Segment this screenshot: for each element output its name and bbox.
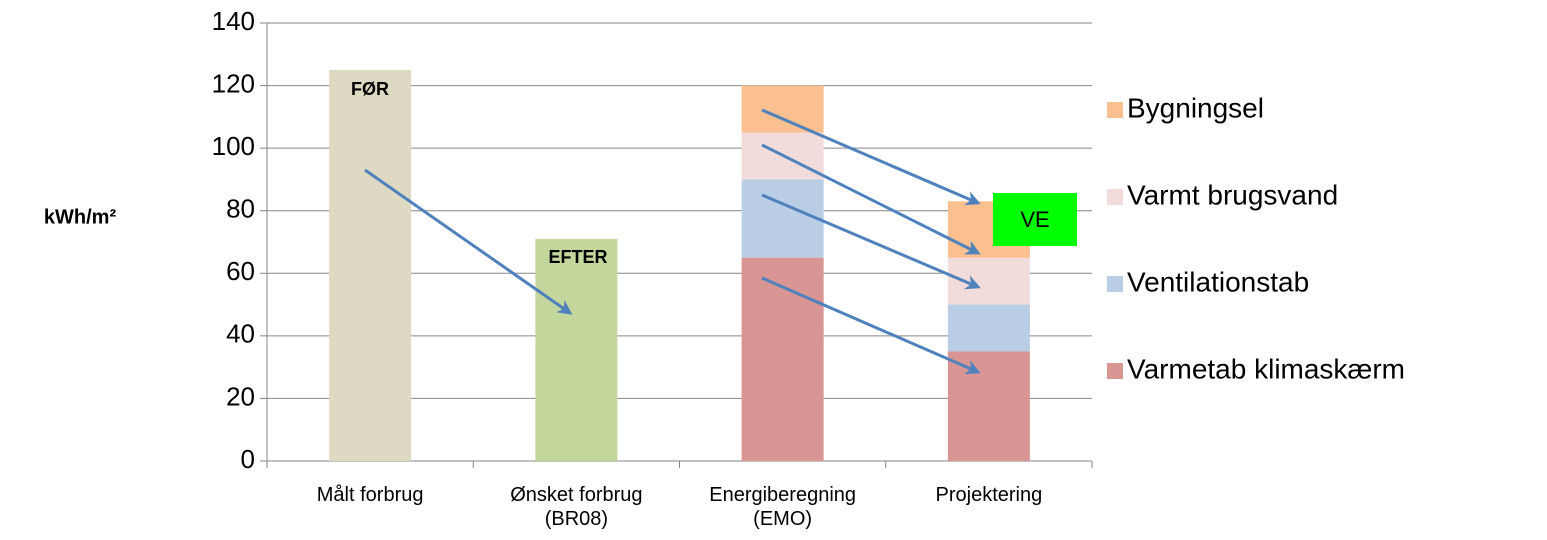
x-tick-label: Projektering [936,484,1043,506]
y-tick-label: 140 [212,6,255,36]
x-tick-line: (EMO) [753,508,812,530]
y-tick-label: 100 [212,131,255,161]
bar-segment [741,179,824,258]
x-tick-label: Målt forbrug [317,484,424,506]
x-tick-line: Ønsket forbrug [510,484,642,506]
arrows [364,108,981,375]
bar-segment [535,238,618,461]
bar-segment [741,257,824,461]
x-tick-line: Energiberegning [709,484,856,506]
annotations: VE FØR EFTER [351,79,1077,375]
legend-label: Ventilationstab [1127,266,1309,297]
bar-segment [947,257,1030,305]
y-tick-label: 120 [212,68,255,98]
legend-swatch [1107,276,1123,292]
y-tick-label: 20 [226,381,255,411]
legend-swatch [1107,102,1123,118]
legend-swatch [1107,363,1123,379]
legend-label: Bygningsel [1127,92,1264,123]
y-tick-label: 40 [226,319,255,349]
y-tick-label: 0 [241,444,255,474]
legend-label: Varmetab klimaskærm [1127,353,1405,384]
arrow [761,193,981,290]
y-tick-label: 60 [226,256,255,286]
bar-segment [329,69,412,461]
y-tick-label: 80 [226,194,255,224]
annotation: FØR [351,79,389,99]
arrow [761,108,981,206]
x-tick-line: Projektering [936,484,1043,506]
plot-area: 0 20 40 60 80 100 120 140 Målt forbrug Ønsket for… [212,6,1093,530]
x-tick-label: Energiberegning (EMO) [709,484,856,530]
x-tick-line: Målt forbrug [317,484,424,506]
x-tick-line: (BR08) [545,508,608,530]
arrow [364,168,573,315]
ve-box [993,193,1077,246]
legend-label: Varmt brugsvand [1127,179,1338,210]
bar-segment [741,85,824,133]
bar-segment [947,304,1030,352]
bar-segment [947,351,1030,461]
x-tick-label: Ønsket forbrug (BR08) [510,484,642,530]
arrow [761,143,981,255]
ve-label: VE [1020,207,1049,232]
annotation: EFTER [548,247,607,267]
legend-swatch [1107,189,1123,205]
arrow [761,276,981,375]
y-axis-label: kWh/m² [44,206,117,228]
